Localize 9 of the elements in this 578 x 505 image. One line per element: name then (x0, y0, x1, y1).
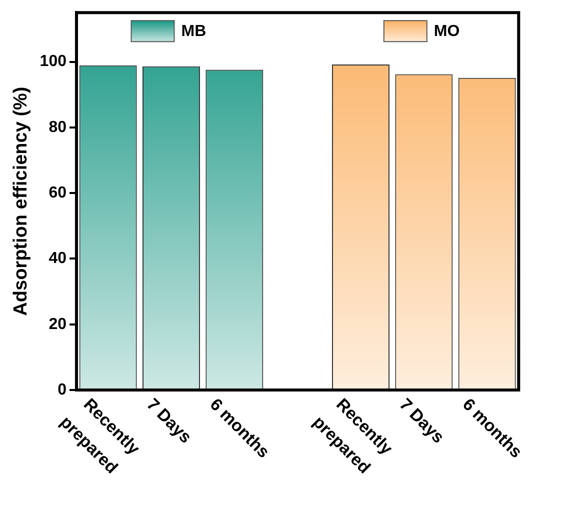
y-axis-title: Adsorption efficiency (%) (10, 86, 32, 316)
legend-label: MO (434, 23, 460, 40)
y-tick-label: 20 (48, 316, 67, 333)
y-tick-label: 80 (48, 118, 67, 136)
y-tick-label: 60 (48, 184, 67, 202)
y-tick-label: 100 (40, 53, 67, 70)
y-tick-label: 40 (48, 250, 67, 268)
legend-label: MB (181, 23, 206, 40)
y-tick-label: 0 (58, 381, 67, 398)
